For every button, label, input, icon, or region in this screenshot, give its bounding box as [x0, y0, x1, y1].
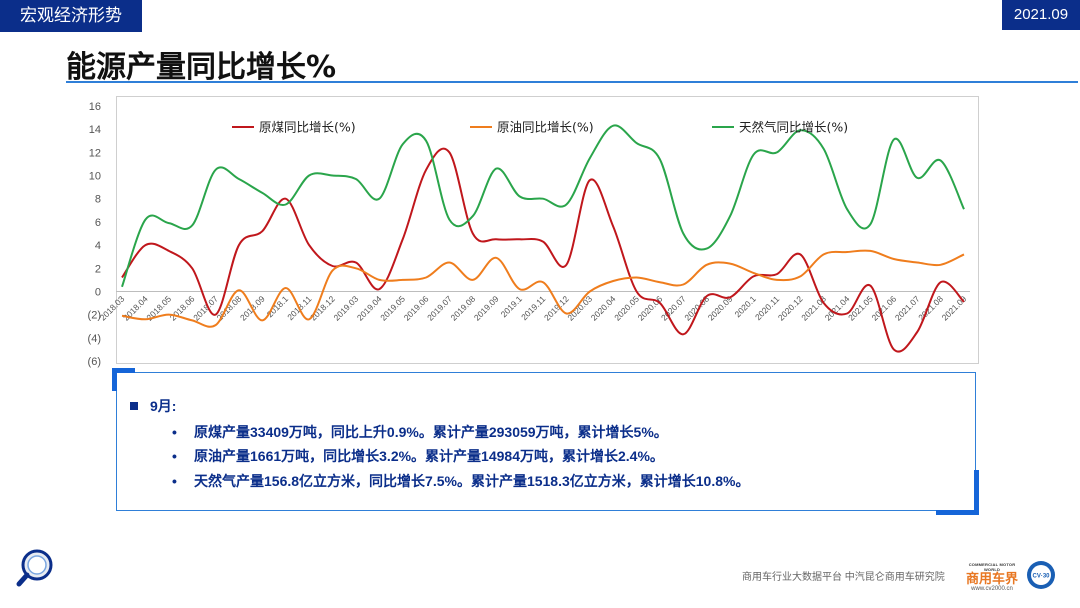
x-tick-label: 2020.05 — [612, 294, 641, 323]
note-item-oil: • 原油产量1661万吨，同比增长3.2%。累计产量14984万吨，累计增长2.4… — [172, 446, 664, 466]
legend-coal-label: 原煤同比增长(%) — [259, 120, 356, 135]
badge-text: CV·30 — [1032, 574, 1050, 580]
brand-logo: COMMERCIAL MOTOR WORLD 商用车界 www.cv2000.c… — [962, 562, 1022, 592]
x-tick-label: 2021.07 — [893, 294, 922, 323]
y-tick-label: (6) — [88, 356, 101, 368]
note-text-gas: 天然气产量156.8亿立方米，同比增长7.5%。累计产量1518.3亿立方米，累… — [194, 473, 750, 489]
title-divider — [66, 81, 1078, 83]
logo-subtitle: COMMERCIAL MOTOR WORLD — [968, 562, 1016, 572]
square-bullet-icon — [130, 402, 138, 410]
y-tick-label: 16 — [89, 101, 101, 113]
legend-gas-label: 天然气同比增长(%) — [739, 120, 848, 135]
bullet-icon: • — [172, 473, 177, 489]
search-icon — [16, 549, 53, 587]
oil-series-line — [121, 249, 965, 328]
date-tag: 2021.09 — [1002, 0, 1080, 30]
notes-corner-top-left — [112, 368, 135, 391]
x-tick-label: 2019.06 — [402, 294, 431, 323]
x-tick-label: 2020.06 — [636, 294, 665, 323]
note-item-gas: • 天然气产量156.8亿立方米，同比增长7.5%。累计产量1518.3亿立方米，… — [172, 471, 749, 491]
footer-platform-text: 商用车行业大数据平台 中汽昆仑商用车研究院 — [742, 572, 945, 583]
notes-corner-bottom-right — [936, 470, 979, 515]
page-title: 能源产量同比增长% — [66, 50, 337, 85]
y-tick-label: 4 — [95, 240, 101, 252]
note-text-coal: 原煤产量33409万吨，同比上升0.9%。累计产量293059万吨，累计增长5%… — [194, 424, 668, 440]
notes-heading-text: 9月: — [150, 398, 177, 414]
bullet-icon: • — [172, 424, 177, 440]
y-tick-label: 10 — [89, 171, 101, 183]
x-tick-label: 2018.03 — [98, 294, 127, 323]
y-tick-label: 6 — [95, 217, 101, 229]
x-tick-label: 2018.12 — [308, 294, 337, 323]
x-tick-label: 2020.03 — [565, 294, 594, 323]
brand-badge-icon: CV·30 — [1027, 561, 1055, 589]
logo-name: 商用车界 — [965, 571, 1018, 586]
legend-oil-label: 原油同比增长(%) — [497, 120, 594, 135]
x-tick-label: 2021.06 — [869, 294, 898, 323]
x-tick-label: 2020.04 — [589, 294, 618, 323]
y-tick-label: 12 — [89, 147, 101, 159]
y-tick-label: 8 — [95, 194, 101, 206]
x-tick-label: 2019.03 — [331, 294, 360, 323]
y-tick-label: 0 — [95, 286, 101, 298]
notes-box — [116, 372, 976, 511]
section-tag: 宏观经济形势 — [0, 0, 142, 32]
x-tick-label: 2019.12 — [542, 294, 571, 323]
coal-series-line — [121, 147, 965, 353]
x-tick-label: 2020.08 — [682, 294, 711, 323]
bullet-icon: • — [172, 448, 177, 464]
x-tick-label: 2018.07 — [191, 294, 220, 323]
x-tick-label: 2019.07 — [425, 294, 454, 323]
x-tick-label: 2021.05 — [846, 294, 875, 323]
x-tick-label: 2019.04 — [355, 294, 384, 323]
x-tick-label: 2021.03 — [799, 294, 828, 323]
x-tick-label: 2019.08 — [448, 294, 477, 323]
note-text-oil: 原油产量1661万吨，同比增长3.2%。累计产量14984万吨，累计增长2.4%… — [194, 448, 664, 464]
x-tick-label: 2019.09 — [472, 294, 501, 323]
y-tick-label: (4) — [88, 333, 101, 345]
note-item-coal: • 原煤产量33409万吨，同比上升0.9%。累计产量293059万吨，累计增长5… — [172, 422, 668, 442]
y-tick-label: 14 — [89, 124, 101, 136]
y-tick-label: 2 — [95, 263, 101, 275]
y-tick-label: (2) — [88, 310, 101, 322]
x-tick-label: 2019.05 — [378, 294, 407, 323]
x-tick-label: 2020.12 — [776, 294, 805, 323]
x-tick-label: 2021.09 — [940, 294, 969, 323]
gas-series-line — [121, 124, 965, 288]
line-chart: (6)(4)(2)02468101214162018.032018.042018… — [88, 101, 970, 368]
notes-heading: 9月: — [130, 396, 176, 416]
chart-frame — [116, 96, 979, 364]
logo-url: www.cv2000.cn — [971, 586, 1013, 592]
